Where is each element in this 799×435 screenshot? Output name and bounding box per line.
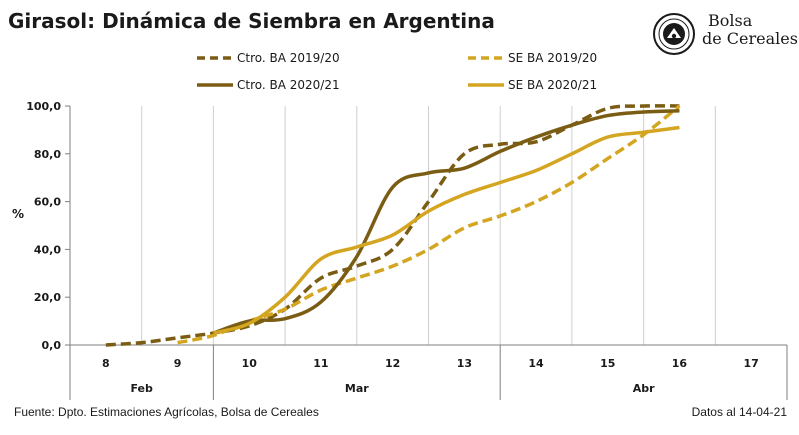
- series-line-1: [105, 104, 680, 347]
- legend-label: Ctro. BA 2020/21: [237, 78, 340, 92]
- x-tick-label: 14: [528, 357, 544, 370]
- x-tick-label: 17: [743, 357, 758, 370]
- series-line-3: [212, 109, 680, 335]
- x-tick-label: 8: [102, 357, 110, 370]
- legend-label: SE BA 2020/21: [508, 78, 597, 92]
- logo-line-1: Bolsa: [708, 11, 753, 30]
- y-axis-title: %: [12, 207, 24, 221]
- month-label: Abr: [633, 382, 655, 395]
- x-tick-label: 15: [600, 357, 615, 370]
- chart-title: Girasol: Dinámica de Siembra en Argentin…: [8, 9, 495, 33]
- x-tick-label: 16: [672, 357, 688, 370]
- x-tick-label: 12: [385, 357, 400, 370]
- logo: Bolsa de Cereales: [652, 12, 798, 64]
- x-tick-label: 11: [313, 357, 328, 370]
- logo-text: Bolsa de Cereales: [702, 12, 798, 48]
- legend-label: SE BA 2019/20: [508, 51, 597, 65]
- y-tick-label: 60,0: [34, 196, 61, 209]
- series-line-4: [212, 125, 680, 335]
- legend-label: Ctro. BA 2019/20: [237, 51, 340, 65]
- month-label: Feb: [130, 382, 153, 395]
- y-tick-label: 0,0: [42, 339, 62, 352]
- month-label: Mar: [345, 382, 369, 395]
- y-tick-label: 100,0: [26, 100, 61, 113]
- y-tick-label: 20,0: [34, 291, 61, 304]
- x-tick-label: 10: [242, 357, 258, 370]
- bolsa-de-cereales-seal-icon: [653, 13, 695, 55]
- footer-date: Datos al 14-04-21: [691, 405, 787, 419]
- x-tick-label: 13: [457, 357, 472, 370]
- logo-line-2: de Cereales: [702, 29, 798, 48]
- x-tick-label: 9: [174, 357, 182, 370]
- y-tick-label: 80,0: [34, 148, 61, 161]
- y-tick-label: 40,0: [34, 243, 61, 256]
- footer-source: Fuente: Dpto. Estimaciones Agrícolas, Bo…: [14, 405, 319, 419]
- series-line-2: [177, 104, 681, 345]
